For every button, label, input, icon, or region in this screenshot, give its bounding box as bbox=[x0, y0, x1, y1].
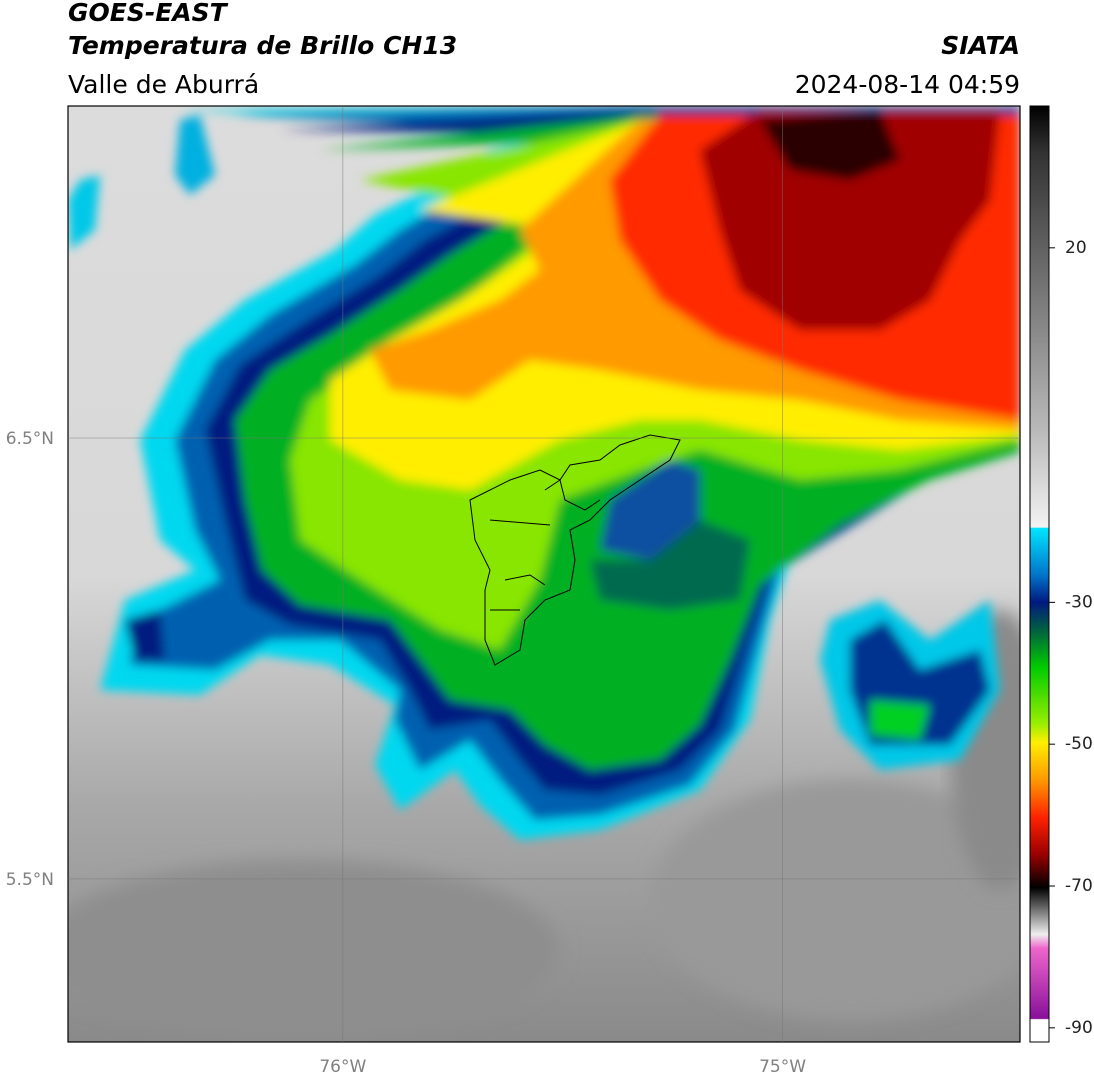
agency: SIATA bbox=[941, 31, 1020, 60]
lon-label: 76°W bbox=[319, 1057, 366, 1077]
colorbar-label: -50 bbox=[1065, 734, 1093, 754]
timestamp: 2024-08-14 04:59 bbox=[795, 70, 1020, 99]
colorbar-label: 20 bbox=[1065, 238, 1087, 258]
lat-label: 5.5°N bbox=[6, 870, 54, 890]
lat-label: 6.5°N bbox=[6, 429, 54, 449]
colorbar-label: -90 bbox=[1065, 1018, 1093, 1038]
satellite-image bbox=[68, 106, 1020, 1042]
subtitle: Temperatura de Brillo CH13 bbox=[68, 31, 457, 60]
region: Valle de Aburrá bbox=[68, 70, 259, 99]
lon-label: 75°W bbox=[759, 1057, 806, 1077]
colorbar-label: -70 bbox=[1065, 876, 1093, 896]
colorbar-label: -30 bbox=[1065, 592, 1093, 612]
map-frame bbox=[67, 105, 1021, 1043]
colorbar bbox=[1029, 105, 1050, 1043]
title: GOES-EAST bbox=[68, 0, 229, 27]
